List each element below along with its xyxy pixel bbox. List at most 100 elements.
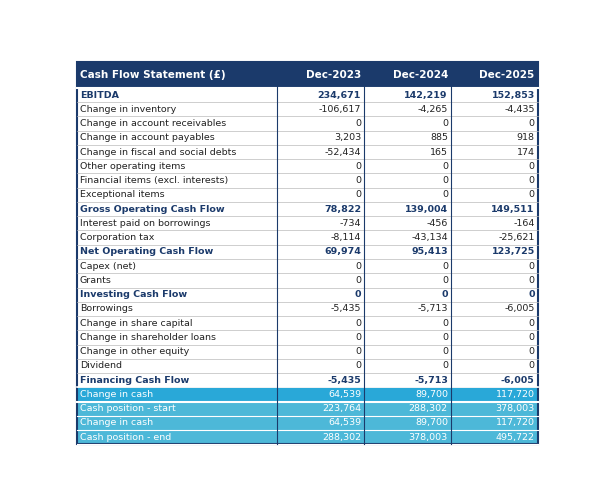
Text: 0: 0 xyxy=(529,347,535,356)
Text: Net Operating Cash Flow: Net Operating Cash Flow xyxy=(80,247,213,257)
Bar xyxy=(277,145,364,159)
Bar xyxy=(451,145,538,159)
Text: Gross Operating Cash Flow: Gross Operating Cash Flow xyxy=(80,204,224,213)
Bar xyxy=(451,188,538,202)
Bar xyxy=(277,259,364,273)
Text: Change in cash: Change in cash xyxy=(80,418,153,427)
Bar xyxy=(277,430,364,444)
Bar xyxy=(451,416,538,430)
Text: -734: -734 xyxy=(340,219,361,228)
Text: 288,302: 288,302 xyxy=(322,433,361,442)
Text: Capex (net): Capex (net) xyxy=(80,262,136,271)
Text: Change in account receivables: Change in account receivables xyxy=(80,119,226,128)
Text: -456: -456 xyxy=(427,219,448,228)
Text: 3,203: 3,203 xyxy=(334,133,361,142)
Text: 0: 0 xyxy=(529,276,535,285)
Bar xyxy=(77,330,277,345)
Bar xyxy=(77,244,277,259)
Bar xyxy=(277,188,364,202)
Text: 0: 0 xyxy=(442,190,448,199)
Text: 0: 0 xyxy=(442,276,448,285)
Bar xyxy=(277,62,364,88)
Bar xyxy=(364,288,451,302)
Bar xyxy=(451,345,538,359)
Bar xyxy=(77,288,277,302)
Bar xyxy=(77,345,277,359)
Bar xyxy=(77,359,277,373)
Text: Grants: Grants xyxy=(80,276,112,285)
Text: Change in inventory: Change in inventory xyxy=(80,105,176,114)
Text: 0: 0 xyxy=(529,361,535,370)
Bar xyxy=(364,88,451,102)
Text: 174: 174 xyxy=(517,148,535,156)
Text: 0: 0 xyxy=(529,162,535,171)
Text: Cash position - end: Cash position - end xyxy=(80,433,171,442)
Text: 0: 0 xyxy=(442,290,448,299)
Bar xyxy=(451,88,538,102)
Text: 223,764: 223,764 xyxy=(322,404,361,413)
Text: -5,713: -5,713 xyxy=(414,376,448,385)
Text: 0: 0 xyxy=(355,162,361,171)
Bar xyxy=(451,159,538,173)
Bar xyxy=(77,173,277,188)
Text: -8,114: -8,114 xyxy=(331,233,361,242)
Bar xyxy=(277,173,364,188)
Bar xyxy=(77,273,277,288)
Bar xyxy=(77,202,277,216)
Text: 89,700: 89,700 xyxy=(415,390,448,399)
Bar xyxy=(277,230,364,244)
Bar xyxy=(451,359,538,373)
Text: 0: 0 xyxy=(442,119,448,128)
Text: 0: 0 xyxy=(355,319,361,328)
Text: 0: 0 xyxy=(355,176,361,185)
Text: 117,720: 117,720 xyxy=(496,418,535,427)
Bar xyxy=(77,145,277,159)
Text: -5,713: -5,713 xyxy=(418,305,448,314)
Text: -164: -164 xyxy=(514,219,535,228)
Bar xyxy=(364,62,451,88)
Bar xyxy=(364,159,451,173)
Bar xyxy=(77,316,277,330)
Text: -4,265: -4,265 xyxy=(418,105,448,114)
Text: 142,219: 142,219 xyxy=(404,91,448,100)
Text: -106,617: -106,617 xyxy=(319,105,361,114)
Text: 0: 0 xyxy=(355,190,361,199)
Bar xyxy=(364,145,451,159)
Text: 165: 165 xyxy=(430,148,448,156)
Text: 0: 0 xyxy=(529,333,535,342)
Text: 117,720: 117,720 xyxy=(496,390,535,399)
Bar xyxy=(364,216,451,230)
Bar xyxy=(77,259,277,273)
Bar xyxy=(451,302,538,316)
Text: Investing Cash Flow: Investing Cash Flow xyxy=(80,290,187,299)
Text: -52,434: -52,434 xyxy=(325,148,361,156)
Text: 378,003: 378,003 xyxy=(409,433,448,442)
Bar xyxy=(451,288,538,302)
Bar xyxy=(364,116,451,131)
Bar xyxy=(277,88,364,102)
Text: 0: 0 xyxy=(442,333,448,342)
Text: Change in fiscal and social debts: Change in fiscal and social debts xyxy=(80,148,236,156)
Text: 89,700: 89,700 xyxy=(415,418,448,427)
Bar xyxy=(451,373,538,387)
Bar xyxy=(277,216,364,230)
Text: 0: 0 xyxy=(529,119,535,128)
Text: 288,302: 288,302 xyxy=(409,404,448,413)
Text: 0: 0 xyxy=(442,361,448,370)
Text: Change in share capital: Change in share capital xyxy=(80,319,193,328)
Bar xyxy=(451,131,538,145)
Text: Change in other equity: Change in other equity xyxy=(80,347,189,356)
Text: Interest paid on borrowings: Interest paid on borrowings xyxy=(80,219,211,228)
Bar xyxy=(451,230,538,244)
Bar xyxy=(277,131,364,145)
Bar xyxy=(451,202,538,216)
Text: EBITDA: EBITDA xyxy=(80,91,119,100)
Text: Borrowings: Borrowings xyxy=(80,305,133,314)
Text: Dec-2023: Dec-2023 xyxy=(306,70,361,80)
Bar xyxy=(451,116,538,131)
Text: 64,539: 64,539 xyxy=(328,418,361,427)
Bar xyxy=(77,159,277,173)
Text: 0: 0 xyxy=(355,119,361,128)
Bar xyxy=(364,302,451,316)
Bar xyxy=(277,102,364,116)
